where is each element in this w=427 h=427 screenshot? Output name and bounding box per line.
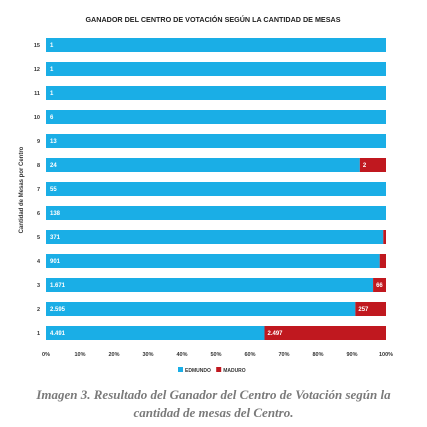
data-label-edmundo: 1 (50, 67, 54, 73)
legend-swatch (216, 367, 222, 372)
y-tick-label: 6 (37, 211, 40, 217)
bar-edmundo (46, 62, 386, 76)
bar-maduro (359, 158, 386, 172)
bar-edmundo (46, 182, 386, 196)
data-label-edmundo: 138 (50, 211, 61, 217)
bar-edmundo (46, 110, 386, 124)
data-label-maduro: 2.497 (268, 331, 284, 337)
x-tick-label: 40% (176, 352, 187, 358)
data-label-edmundo: 4.491 (50, 331, 66, 337)
x-tick-label: 50% (210, 352, 221, 358)
y-tick-label: 15 (34, 43, 40, 49)
bar-edmundo (46, 326, 265, 340)
y-tick-label: 10 (34, 115, 40, 121)
x-tick-label: 0% (42, 352, 50, 358)
y-tick-label: 8 (37, 163, 40, 169)
bar-edmundo (46, 230, 384, 244)
y-tick-label: 12 (34, 67, 40, 73)
data-label-maduro: 66 (376, 283, 383, 289)
caption-line-1: Imagen 3. Resultado del Ganador del Cent… (36, 387, 391, 402)
figure-caption: Imagen 3. Resultado del Ganador del Cent… (0, 386, 427, 422)
x-tick-label: 100% (379, 352, 393, 358)
y-tick-label: 3 (37, 283, 40, 289)
x-tick-label: 10% (74, 352, 85, 358)
x-tick-label: 60% (244, 352, 255, 358)
bar-edmundo (46, 254, 380, 268)
chart-title: GANADOR DEL CENTRO DE VOTACIÓN SEGÚN LA … (85, 15, 340, 24)
bar-edmundo (46, 86, 386, 100)
y-tick-label: 9 (37, 139, 40, 145)
y-tick-label: 2 (37, 307, 40, 313)
y-tick-label: 1 (37, 331, 40, 337)
y-tick-label: 4 (37, 259, 41, 265)
bar-edmundo (46, 278, 374, 292)
caption-line-2: cantidad de mesas del Centro. (133, 405, 294, 420)
data-label-edmundo: 6 (50, 115, 54, 121)
data-label-edmundo: 1 (50, 43, 54, 49)
data-label-edmundo: 371 (50, 235, 61, 241)
x-tick-label: 20% (108, 352, 119, 358)
bar-maduro (373, 278, 386, 292)
chart-svg: GANADOR DEL CENTRO DE VOTACIÓN SEGÚN LA … (19, 15, 393, 374)
bar-maduro (264, 326, 386, 340)
y-tick-label: 11 (34, 91, 40, 97)
legend-swatch (178, 367, 183, 372)
bar-edmundo (46, 302, 356, 316)
bar-edmundo (46, 158, 360, 172)
legend-label: EDMUNDO (185, 368, 211, 374)
bar-maduro (379, 254, 386, 268)
data-label-edmundo: 1.671 (50, 283, 66, 289)
x-tick-label: 80% (312, 352, 323, 358)
x-tick-label: 70% (278, 352, 289, 358)
bar-maduro (383, 230, 386, 244)
y-tick-label: 7 (37, 187, 40, 193)
x-tick-label: 90% (346, 352, 357, 358)
x-tick-label: 30% (142, 352, 153, 358)
data-label-maduro: 2 (363, 163, 367, 169)
data-label-edmundo: 901 (50, 259, 61, 265)
data-label-edmundo: 55 (50, 187, 57, 193)
bar-maduro (355, 302, 386, 316)
data-label-maduro: 257 (358, 307, 369, 313)
data-label-edmundo: 1 (50, 91, 54, 97)
y-axis-label: Cantidad de Mesas por Centro (19, 146, 25, 233)
bar-edmundo (46, 38, 386, 52)
data-label-edmundo: 24 (50, 163, 57, 169)
data-label-edmundo: 2.595 (50, 307, 66, 313)
data-label-edmundo: 13 (50, 139, 57, 145)
legend-label: MADURO (223, 368, 246, 374)
bar-edmundo (46, 134, 386, 148)
bar-edmundo (46, 206, 386, 220)
y-tick-label: 5 (37, 235, 40, 241)
